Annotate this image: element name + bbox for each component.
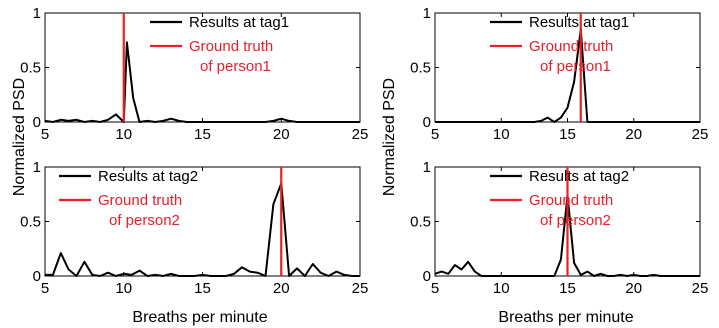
x-tick-label: 20 [273, 126, 290, 143]
y-tick-label: 1 [423, 159, 431, 176]
y-axis-label: Normalized PSD [11, 78, 28, 196]
series-line-result [434, 194, 700, 277]
x-tick-label: 10 [493, 126, 510, 143]
x-tick-label: 25 [352, 280, 369, 297]
x-axis-label: Breaths per minute [132, 309, 267, 326]
x-tick-label: 5 [431, 280, 439, 297]
x-tick-label: 15 [194, 126, 211, 143]
legend-label-truth-person: of person2 [540, 212, 611, 229]
x-tick-label: 10 [115, 126, 132, 143]
y-tick-label: 1 [33, 159, 41, 176]
series-line-result [44, 41, 360, 123]
legend-label-truth-person: of person2 [109, 212, 180, 229]
y-tick-label: 0 [33, 114, 41, 131]
plot-frame [44, 12, 361, 123]
x-tick-label: 5 [41, 280, 49, 297]
y-tick-label: 1 [423, 5, 431, 22]
x-tick-label: 10 [115, 280, 132, 297]
y-tick-label: 0 [33, 268, 41, 285]
legend-label-result: Results at tag1 [529, 14, 629, 31]
legend-label-truth: Ground truth [189, 38, 273, 55]
chart-panel-3: 5 10 15 20 25 0 0.5 1 Results at tag2 Ground trut… [20, 159, 368, 297]
chart-panel-1: 5 10 15 20 25 0 0.5 1 Results at tag1 Ground trut… [20, 5, 368, 143]
x-tick-label: 20 [625, 280, 642, 297]
legend-label-result: Results at tag1 [189, 14, 289, 31]
x-tick-label: 15 [559, 126, 576, 143]
x-tick-label: 15 [559, 280, 576, 297]
legend-label-result: Results at tag2 [529, 168, 629, 185]
x-tick-label: 10 [493, 280, 510, 297]
series-line-result [45, 182, 360, 277]
y-tick-label: 1 [33, 5, 41, 22]
chart-panel-2: 5 10 15 20 25 0 0.5 1 Results at tag1 Ground trut… [410, 5, 708, 143]
x-tick-label: 20 [273, 280, 290, 297]
x-tick-label: 25 [692, 126, 709, 143]
x-tick-label: 25 [352, 126, 369, 143]
legend-label-truth: Ground truth [529, 192, 613, 209]
y-tick-label: 0.5 [410, 60, 431, 77]
y-tick-label: 0.5 [20, 214, 41, 231]
x-tick-label: 5 [41, 126, 49, 143]
legend-label-result: Results at tag2 [98, 168, 198, 185]
x-tick-label: 15 [194, 280, 211, 297]
x-tick-label: 25 [692, 280, 709, 297]
chart-panel-4: 5 10 15 20 25 0 0.5 1 Results at tag2 Ground trut… [410, 159, 708, 297]
legend-label-truth: Ground truth [529, 38, 613, 55]
y-tick-label: 0 [423, 114, 431, 131]
legend-label-truth-person: of person1 [200, 58, 271, 75]
plot-frame [44, 166, 361, 277]
y-tick-label: 0.5 [20, 60, 41, 77]
x-tick-label: 5 [431, 126, 439, 143]
x-tick-label: 20 [625, 126, 642, 143]
legend-label-truth: Ground truth [98, 192, 182, 209]
series-line-result [435, 28, 700, 123]
y-tick-label: 0 [423, 268, 431, 285]
y-axis-label: Normalized PSD [381, 78, 398, 196]
y-tick-label: 0.5 [410, 214, 431, 231]
x-axis-label: Breaths per minute [498, 309, 633, 326]
legend-label-truth-person: of person1 [540, 58, 611, 75]
